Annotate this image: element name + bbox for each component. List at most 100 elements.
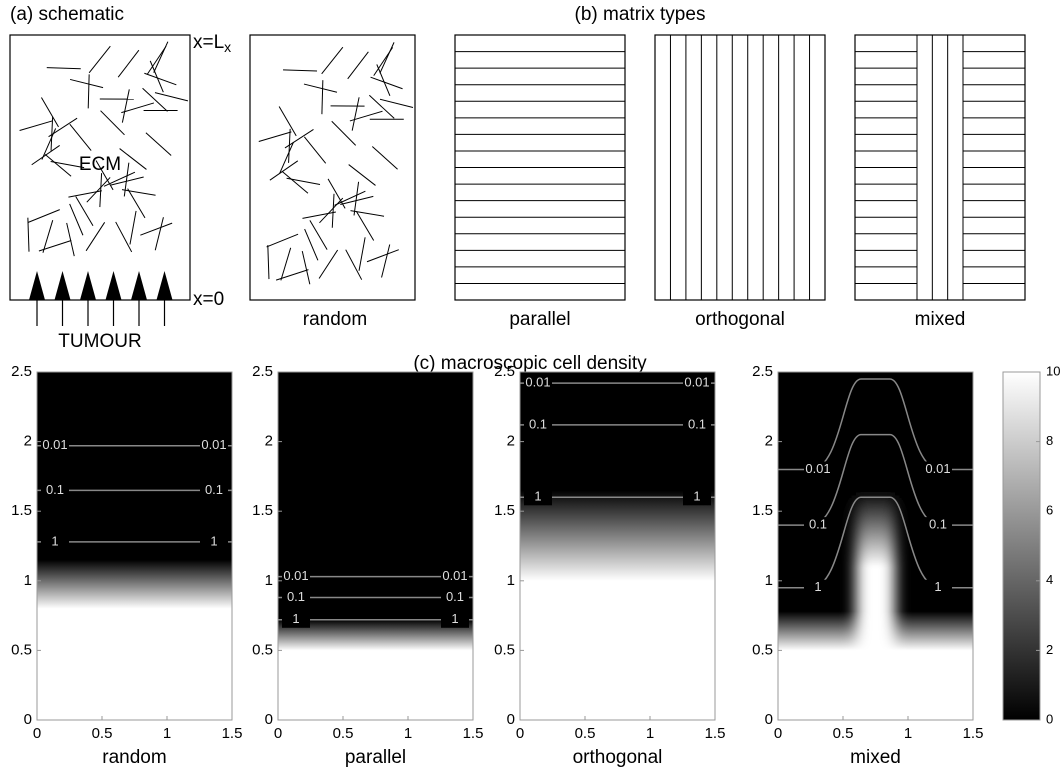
x-tick-label: 1.5 <box>963 725 984 742</box>
fibre <box>267 234 299 247</box>
panel-label: parallel <box>509 309 570 330</box>
fibre <box>367 250 399 262</box>
y-tick-label: 0 <box>265 711 273 728</box>
matrix-box <box>250 35 415 300</box>
contour-label: 0.01 <box>283 568 308 583</box>
fibre <box>130 211 136 244</box>
fibre <box>88 74 89 108</box>
contour-label: 1 <box>934 579 941 594</box>
fibre <box>39 241 71 252</box>
y-tick-label: 2 <box>24 433 32 450</box>
contour-label: 1 <box>292 611 299 626</box>
fibre <box>47 68 81 69</box>
fibre <box>332 121 356 145</box>
matrix-box <box>655 35 825 300</box>
fibre <box>302 212 335 218</box>
fibre <box>304 84 337 92</box>
x-tick-label: 0.5 <box>575 725 596 742</box>
x-tick-label: 0.5 <box>333 725 354 742</box>
contour-label: 1 <box>451 611 458 626</box>
fibre <box>382 245 390 278</box>
x-tick-label: 1 <box>904 725 912 742</box>
fibre <box>279 106 296 135</box>
plot-label: random <box>102 747 166 768</box>
contour-label: 0.1 <box>929 517 947 532</box>
y-tick-label: 0 <box>765 711 773 728</box>
fibre <box>28 210 60 223</box>
contour-label: 1 <box>814 579 821 594</box>
density-field <box>278 372 473 720</box>
colorbar-tick-label: 8 <box>1046 433 1053 448</box>
fibre <box>359 237 365 270</box>
contour-label: 0.01 <box>201 437 226 452</box>
fibre <box>20 121 53 131</box>
fibre <box>369 95 394 118</box>
channel-field <box>856 372 895 740</box>
x-tick-label: 1.5 <box>222 725 243 742</box>
fibre <box>282 171 308 193</box>
fibre <box>100 173 102 207</box>
x-tick-label: 0.5 <box>833 725 854 742</box>
y-tick-label: 1 <box>24 572 32 589</box>
contour-label: 0.01 <box>525 375 550 390</box>
colorbar-tick-label: 2 <box>1046 642 1053 657</box>
y-tick-label: 1.5 <box>252 502 273 519</box>
fibre <box>302 251 310 284</box>
plot-label: orthogonal <box>573 747 663 768</box>
colorbar-tick-label: 10 <box>1046 363 1060 378</box>
region-label: ECM <box>79 154 121 175</box>
fibre <box>144 73 176 85</box>
panel-title: (c) macroscopic cell density <box>413 353 647 374</box>
x-tick-label: 0 <box>33 725 41 742</box>
fibre <box>319 250 338 278</box>
arrow-head <box>55 271 71 300</box>
fibre <box>122 89 129 122</box>
fibre <box>147 46 166 74</box>
contour-label: 1 <box>51 533 58 548</box>
colorbar-tick-label: 6 <box>1046 503 1053 518</box>
y-tick-label: 2.5 <box>252 363 273 380</box>
fibre <box>155 93 188 101</box>
y-tick-label: 0 <box>507 711 515 728</box>
fibre <box>101 111 125 135</box>
fibre <box>322 80 323 114</box>
fibre <box>41 98 58 127</box>
fibre <box>372 146 397 169</box>
fibre <box>87 177 110 202</box>
fibre <box>140 223 172 235</box>
panel-title: (a) schematic <box>10 4 124 25</box>
arrow-head <box>131 271 147 300</box>
fibre <box>116 222 132 252</box>
fibre <box>354 182 359 216</box>
fibre <box>42 128 56 159</box>
fibre <box>122 190 156 196</box>
y-tick-label: 0.5 <box>752 641 773 658</box>
fibre <box>356 211 373 240</box>
fibre <box>349 165 376 186</box>
fibre <box>374 47 393 75</box>
y-tick-label: 2.5 <box>752 363 773 380</box>
fibre <box>28 218 29 252</box>
fibre <box>76 197 93 226</box>
fibre <box>276 270 308 281</box>
fibre <box>118 50 139 77</box>
x-tick-label: 0.5 <box>92 725 113 742</box>
fibre <box>346 250 362 280</box>
fibre <box>283 70 317 71</box>
contour-label: 0.01 <box>42 437 67 452</box>
plot-label: parallel <box>345 747 406 768</box>
y-tick-label: 2 <box>265 433 273 450</box>
fibre <box>146 133 171 156</box>
contour-label: 0.1 <box>205 482 223 497</box>
contour-label: 0.1 <box>46 482 64 497</box>
contour-label: 0.01 <box>442 568 467 583</box>
x-tick-label: 1 <box>404 725 412 742</box>
x-tick-label: 0 <box>516 725 524 742</box>
contour-label: 1 <box>534 489 541 504</box>
boundary-label: x=Lx <box>193 32 231 55</box>
y-tick-label: 2 <box>765 433 773 450</box>
arrow-head <box>29 271 45 300</box>
fibre <box>332 194 334 228</box>
colorbar-tick-label: 4 <box>1046 572 1053 587</box>
contour-label: 0.01 <box>684 375 709 390</box>
